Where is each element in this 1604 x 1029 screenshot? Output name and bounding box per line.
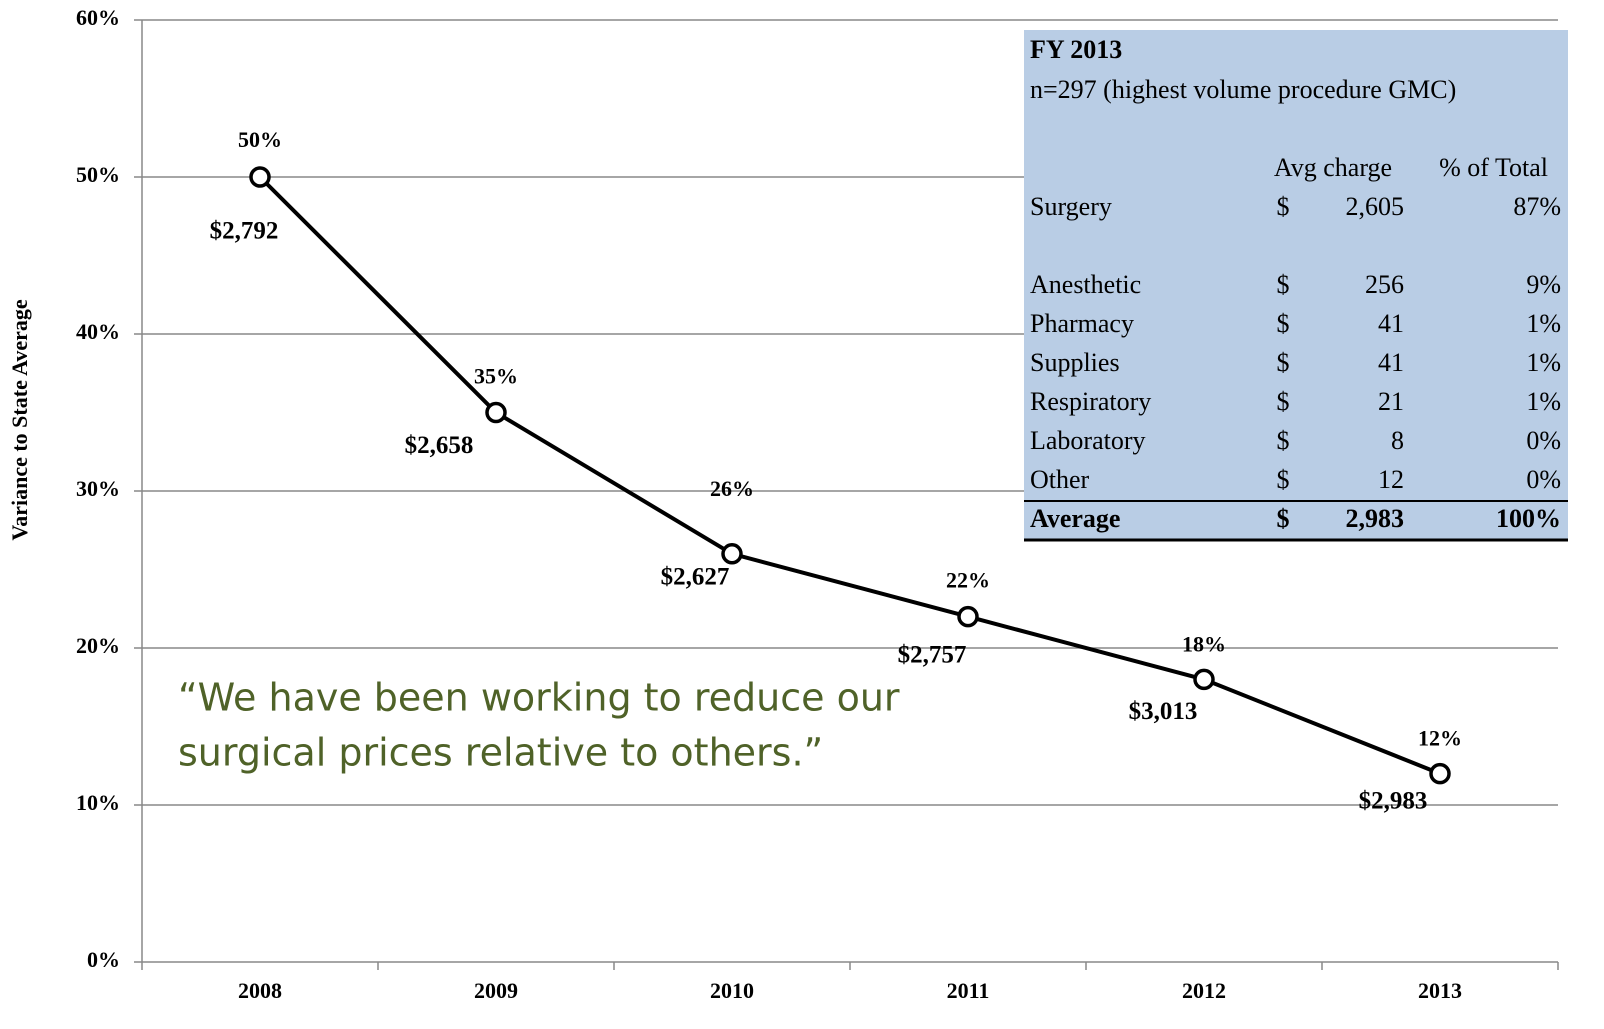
table-background <box>1024 30 1568 540</box>
quote: “We have been working to reduce our <box>178 676 900 720</box>
x-tick-label: 2008 <box>238 978 282 1003</box>
table-cell: $ <box>1277 387 1290 416</box>
point-annotation: $2,658 <box>405 432 474 459</box>
table-cell: Laboratory <box>1030 426 1146 455</box>
point-annotation: $2,983 <box>1359 787 1428 814</box>
table-cell: 41 <box>1378 348 1404 377</box>
table-cell: 2,605 <box>1346 192 1405 221</box>
table-title: FY 2013 <box>1030 35 1122 64</box>
table-subtitle: n=297 (highest volume procedure GMC) <box>1030 75 1456 104</box>
data-label: 22% <box>946 568 990 593</box>
x-tick-label: 2010 <box>710 978 754 1003</box>
table-cell: Supplies <box>1030 348 1120 377</box>
table-cell: 1% <box>1526 387 1561 416</box>
table-cell: $ <box>1277 192 1290 221</box>
y-tick-label: 30% <box>76 476 120 501</box>
y-tick-label: 0% <box>87 947 120 972</box>
table-header: Avg charge <box>1274 153 1392 182</box>
data-label: 50% <box>238 127 282 152</box>
table-cell: 21 <box>1378 387 1404 416</box>
table-cell: Surgery <box>1030 192 1112 221</box>
y-tick-label: 20% <box>76 633 120 658</box>
point-annotation: $2,757 <box>898 641 967 668</box>
table-cell: 1% <box>1526 348 1561 377</box>
table-cell: $ <box>1277 348 1290 377</box>
data-label: 26% <box>710 476 754 501</box>
marker <box>249 166 271 188</box>
marker <box>1193 668 1215 691</box>
table-cell: 256 <box>1365 270 1404 299</box>
marker <box>721 543 743 565</box>
point-annotation: $2,627 <box>661 564 730 591</box>
y-tick-label: 60% <box>76 5 120 30</box>
table-cell: $ <box>1277 270 1290 299</box>
table-cell: 8 <box>1391 426 1404 455</box>
y-tick-label: 40% <box>76 319 120 344</box>
point-annotation: $3,013 <box>1129 698 1198 725</box>
table-cell: 0% <box>1526 426 1561 455</box>
table-cell: 87% <box>1513 192 1561 221</box>
data-label: 12% <box>1418 726 1462 751</box>
x-tick-label: 2009 <box>474 978 518 1003</box>
x-tick-label: 2012 <box>1182 978 1226 1003</box>
table-cell: Respiratory <box>1030 387 1151 416</box>
table-cell: 1% <box>1526 309 1561 338</box>
table-cell: 12 <box>1378 465 1404 494</box>
quote: surgical prices relative to others.” <box>178 731 823 775</box>
table-cell: Anesthetic <box>1030 270 1141 299</box>
marker <box>1429 762 1451 785</box>
y-axis-label: Variance to State Average <box>7 299 32 541</box>
y-tick-label: 50% <box>76 162 120 187</box>
table-cell: Average <box>1030 504 1120 533</box>
table-cell: $ <box>1277 465 1290 494</box>
x-tick-label: 2011 <box>947 978 990 1003</box>
y-tick-label: 10% <box>76 790 120 815</box>
table-cell: 9% <box>1526 270 1561 299</box>
table-header: % of Total <box>1439 153 1548 182</box>
table-cell: Pharmacy <box>1030 309 1134 338</box>
table-cell: Other <box>1030 465 1090 494</box>
data-label: 18% <box>1182 631 1226 656</box>
marker <box>485 401 507 424</box>
data-label: 35% <box>474 364 518 389</box>
marker <box>957 605 979 628</box>
table-cell: 2,983 <box>1346 504 1405 533</box>
table-cell: 100% <box>1496 504 1561 533</box>
table-cell: 0% <box>1526 465 1561 494</box>
line <box>258 175 1441 776</box>
x-tick-label: 2013 <box>1418 978 1462 1003</box>
table-cell: $ <box>1277 504 1290 533</box>
table-cell: $ <box>1277 309 1290 338</box>
table-cell: $ <box>1277 426 1290 455</box>
point-annotation: $2,792 <box>210 218 279 245</box>
table-cell: 41 <box>1378 309 1404 338</box>
